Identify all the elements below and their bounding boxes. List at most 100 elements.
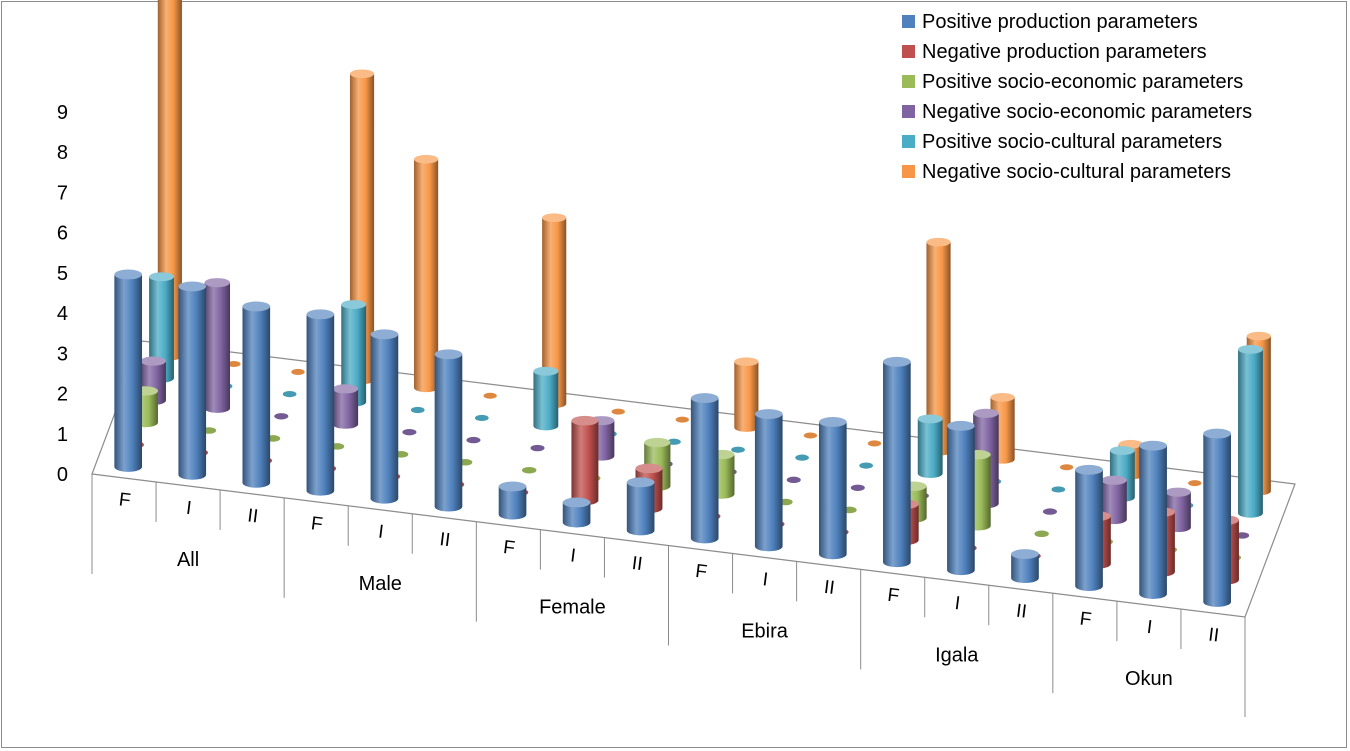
cylinder-top <box>1139 440 1167 451</box>
cylinder-body <box>533 371 559 431</box>
y-tick-label: 6 <box>57 223 68 245</box>
cylinder-bar <box>533 366 559 431</box>
cylinder-top <box>571 415 599 426</box>
legend-entry: Negative socio-economic parameters <box>902 101 1252 123</box>
cylinder-body <box>498 486 527 520</box>
cylinder-body <box>332 388 359 429</box>
cylinder-top <box>533 366 559 376</box>
y-tick-label: 7 <box>57 182 68 204</box>
y-tick-label: 9 <box>57 102 68 124</box>
cylinder-top <box>635 463 663 474</box>
cylinder-bar <box>114 269 143 472</box>
cylinder-top <box>149 272 174 282</box>
zero-marker <box>786 476 801 484</box>
zero-marker <box>483 392 497 399</box>
zero-marker <box>1059 464 1074 471</box>
group-label: Female <box>539 597 606 619</box>
cylinder-top <box>1075 464 1103 475</box>
cylinder-bar <box>1051 486 1066 493</box>
cylinder-bar <box>1188 480 1202 487</box>
cylinder-bar <box>282 391 297 398</box>
zero-marker <box>859 462 873 469</box>
cylinder-top <box>690 393 719 404</box>
cylinder-bar <box>754 409 783 552</box>
cylinder-top <box>1011 549 1039 559</box>
y-tick-label: 5 <box>57 263 68 285</box>
y-tick-label: 0 <box>57 464 68 486</box>
cylinder-top <box>734 357 759 366</box>
category-tick-label: F <box>502 537 516 559</box>
legend-swatch <box>902 45 915 58</box>
cylinder-bar <box>227 360 241 368</box>
cylinder-bar <box>883 356 911 568</box>
category-tick-label: I <box>954 593 962 614</box>
cylinder-top <box>1109 446 1135 456</box>
cylinder-body <box>242 306 271 488</box>
cylinder-body <box>414 159 439 393</box>
cylinder-top <box>542 213 567 223</box>
cylinder-bar <box>274 413 289 420</box>
cylinder-bar <box>734 357 759 432</box>
zero-marker <box>410 406 425 414</box>
cylinder-bar <box>466 436 481 444</box>
cylinder-body <box>1203 433 1231 607</box>
legend: Positive production parameters Negative p… <box>902 11 1252 183</box>
cylinder-body <box>434 354 463 512</box>
cylinder-top <box>1203 428 1231 439</box>
y-tick-label: 8 <box>57 142 68 164</box>
cylinder-top <box>883 356 911 367</box>
zero-marker <box>466 436 481 444</box>
cylinder-bar <box>474 414 489 422</box>
cylinder-top <box>370 329 399 340</box>
cylinder-bar <box>562 497 591 528</box>
cylinder-bar <box>571 415 599 506</box>
cylinder-bar <box>204 278 231 413</box>
cylinder-bar <box>675 416 689 423</box>
cylinder-bar <box>530 444 545 452</box>
cylinder-top <box>332 384 359 394</box>
cylinder-top <box>242 301 271 312</box>
cylinder-bar <box>498 481 527 520</box>
category-tick-label: I <box>377 522 385 543</box>
legend-swatch <box>902 15 915 28</box>
cylinder-body <box>1011 554 1039 584</box>
legend-entry: Positive socio-cultural parameters <box>902 131 1222 153</box>
cylinder-bar <box>306 309 335 496</box>
zero-marker <box>1042 508 1057 515</box>
cylinder-bar <box>867 440 882 447</box>
cylinder-body <box>114 274 143 472</box>
category-tick-label: II <box>438 529 451 551</box>
cylinder-top <box>926 237 951 247</box>
cylinder-bar <box>434 349 463 512</box>
cylinder-top <box>1246 331 1271 341</box>
cylinder-bar <box>818 417 847 560</box>
cylinder-body <box>1139 445 1167 599</box>
cylinder-body <box>562 502 591 528</box>
group-label: Okun <box>1125 668 1173 690</box>
zero-marker <box>274 413 289 420</box>
zero-marker <box>227 360 241 368</box>
cylinder-body <box>1075 469 1103 591</box>
cylinder-body <box>818 421 847 560</box>
category-tick-label: I <box>185 498 193 519</box>
cylinder-top <box>204 278 231 288</box>
cylinder-body <box>626 482 655 536</box>
zero-marker <box>474 414 489 422</box>
zero-marker <box>803 432 818 439</box>
cylinder-top <box>990 393 1015 402</box>
cylinder-top <box>947 420 975 431</box>
cylinder-top <box>114 269 143 280</box>
category-tick-label: F <box>694 561 708 583</box>
y-tick-label: 3 <box>57 343 68 365</box>
cylinder-bar <box>667 438 681 445</box>
cylinder-body <box>341 304 367 407</box>
cylinder-bar <box>341 300 367 407</box>
cylinder-body <box>370 334 399 504</box>
cylinder-body <box>204 282 231 413</box>
cylinder-body <box>917 418 943 478</box>
legend-entry: Positive production parameters <box>902 11 1198 33</box>
category-tick-label: I <box>569 545 577 566</box>
zero-marker <box>530 444 545 452</box>
